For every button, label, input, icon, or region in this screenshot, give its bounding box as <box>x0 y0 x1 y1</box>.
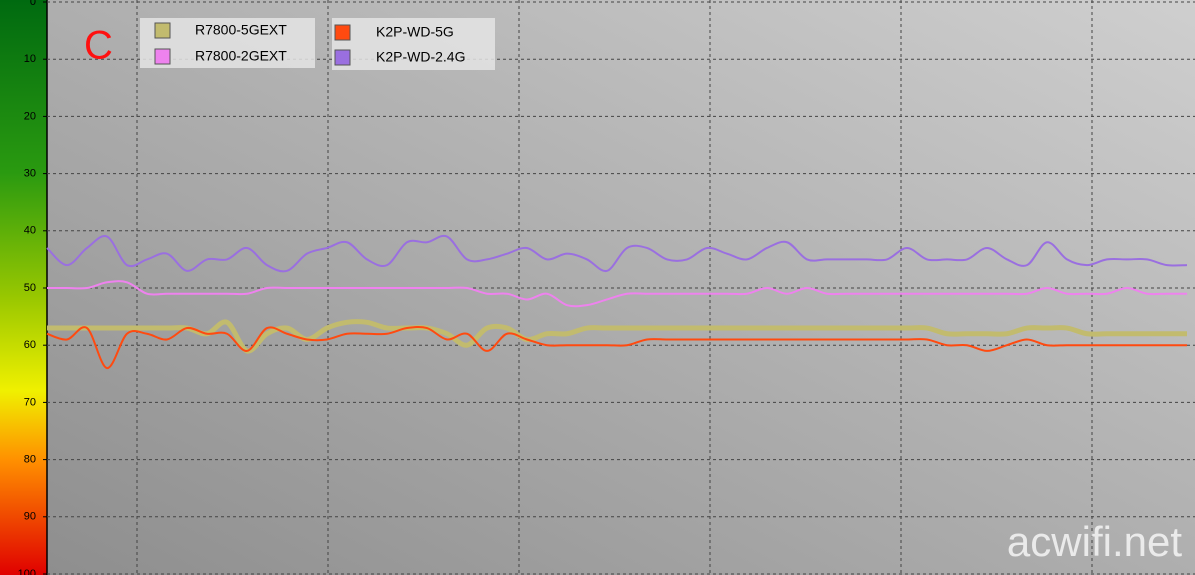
legend-label: R7800-2GEXT <box>195 48 287 64</box>
y-tick-label: 70 <box>24 396 36 408</box>
legend-swatch <box>154 22 171 39</box>
annotation: C <box>84 24 113 68</box>
series-line <box>46 234 1188 273</box>
legend-label: R7800-5GEXT <box>195 22 287 38</box>
legend-label: K2P-WD-5G <box>376 24 454 40</box>
series-line <box>46 319 1187 354</box>
y-axis-strip <box>0 0 47 575</box>
legend-label: K2P-WD-2.4G <box>376 49 465 65</box>
legend-swatch <box>334 49 351 66</box>
watermark: acwifi.net <box>1007 518 1182 565</box>
y-tick-label: 30 <box>24 168 36 180</box>
grid <box>47 1 1195 575</box>
series-line <box>46 325 1187 370</box>
legend: R7800-5GEXT R7800-2GEXT K2P-WD-5G K2P-WD-2.… <box>154 22 465 66</box>
y-tick-label: 40 <box>24 225 36 237</box>
legend-swatch <box>334 24 351 41</box>
y-tick-label: 50 <box>24 282 36 294</box>
plot-area <box>47 0 1195 575</box>
y-tick-label: 20 <box>24 110 36 122</box>
series-line <box>47 280 1187 308</box>
y-tick-label: 10 <box>24 53 36 65</box>
y-tick-label: 90 <box>24 511 36 523</box>
y-tick-label: 0 <box>30 0 36 8</box>
legend-swatch <box>154 48 171 65</box>
legend-box <box>332 18 495 70</box>
y-tick-label: 60 <box>24 339 36 351</box>
lines <box>46 234 1188 370</box>
y-tick-label: 80 <box>24 454 36 466</box>
y-tick-label: 100 <box>18 568 36 575</box>
